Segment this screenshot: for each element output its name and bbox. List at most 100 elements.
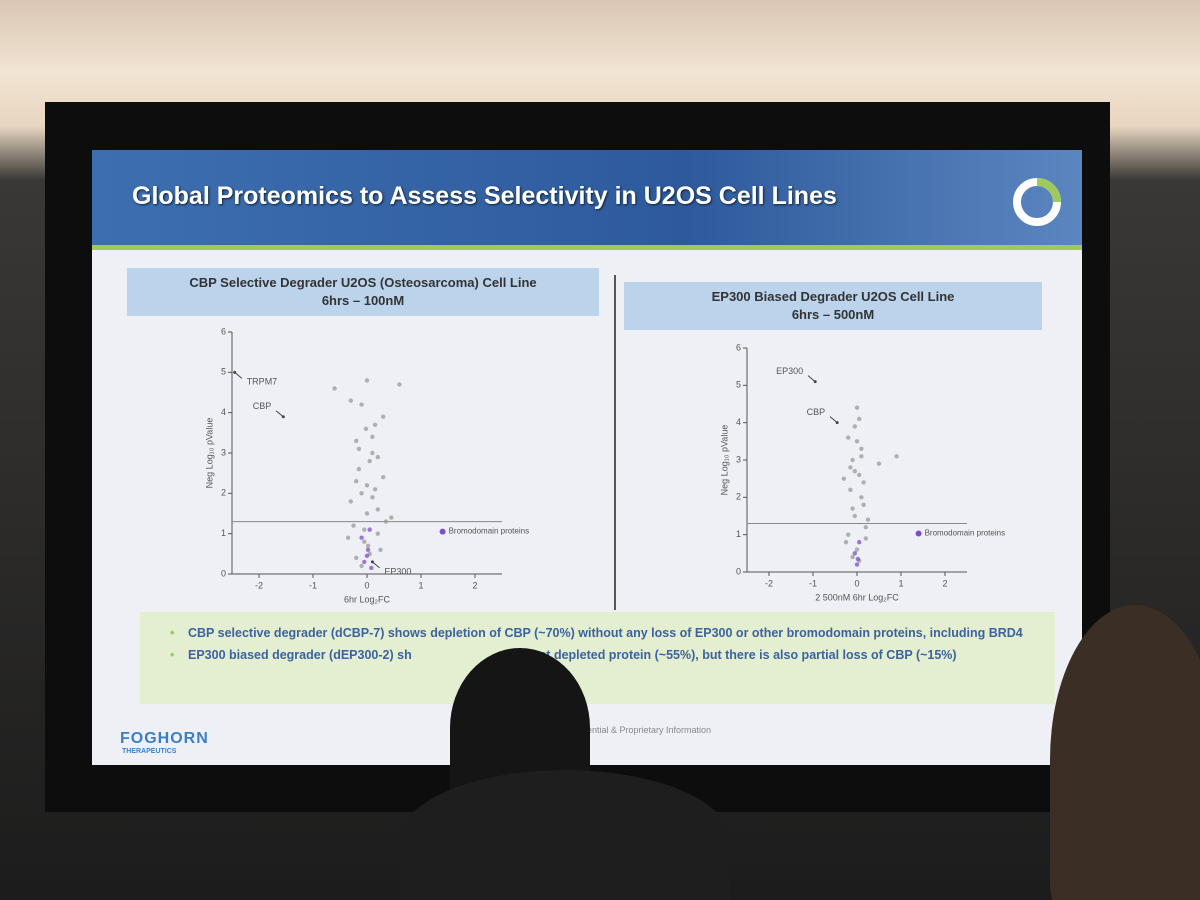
data-point (354, 479, 359, 484)
data-point (846, 532, 851, 537)
annotation-label: EP300 (776, 366, 803, 376)
data-point (863, 525, 868, 530)
data-point (852, 551, 857, 556)
data-point (850, 506, 855, 511)
data-point (354, 555, 359, 561)
annotation-label: TRPM7 (247, 377, 278, 387)
bullet-box: CBP selective degrader (dCBP-7) shows de… (140, 612, 1055, 704)
data-point (861, 502, 866, 507)
data-point (348, 499, 353, 504)
data-point (375, 454, 380, 460)
legend-swatch (439, 528, 446, 535)
annotation-point (281, 415, 285, 419)
legend-label: Bromodomain proteins (449, 527, 529, 536)
data-point (854, 439, 860, 444)
bullet-text: CBP selective degrader (dCBP-7) shows de… (188, 626, 1023, 640)
x-tick-label: 2 (472, 580, 477, 590)
audience-person (1050, 605, 1200, 900)
data-point (370, 495, 375, 500)
x-tick-label: -1 (309, 580, 317, 590)
data-point (863, 536, 868, 541)
data-point (850, 457, 855, 463)
data-point (364, 483, 370, 488)
data-point (857, 416, 862, 422)
data-point (359, 402, 364, 407)
y-tick-label: 4 (736, 417, 741, 427)
data-point (369, 565, 374, 571)
x-tick-label: 0 (364, 580, 369, 590)
annotation-leader (807, 375, 816, 382)
data-point (362, 539, 367, 544)
y-tick-label: 2 (736, 492, 741, 502)
data-point (843, 539, 849, 545)
data-point (848, 487, 853, 493)
bullet: EP300 biased degrader (dEP300-2) sh ost d… (170, 648, 1055, 662)
annotation-leader (234, 371, 243, 379)
data-point (354, 438, 359, 444)
annotation-point (813, 380, 817, 384)
data-point (372, 422, 378, 427)
x-tick-label: 2 (942, 578, 947, 588)
data-point (364, 378, 370, 383)
data-point (383, 519, 389, 524)
data-point (859, 446, 864, 451)
legend-label: Bromodomain proteins (925, 529, 1005, 538)
x-axis-label: 6hr Log₂FC (344, 594, 391, 604)
data-point (367, 527, 372, 532)
y-tick-label: 6 (736, 342, 741, 352)
data-point (359, 491, 364, 496)
data-point (859, 454, 864, 459)
x-tick-label: 0 (854, 578, 859, 588)
data-point (356, 466, 362, 472)
x-axis-label: 2 500nM 6hr Log₂FC (815, 592, 899, 602)
data-point (848, 465, 853, 470)
data-point (852, 469, 857, 474)
y-axis-label: Neg Log₁₀ pValue (719, 425, 729, 496)
divider (614, 275, 616, 610)
data-point (348, 398, 353, 403)
panel-header: CBP Selective Degrader U2OS (Osteosarcom… (127, 268, 599, 316)
data-point (362, 559, 367, 565)
data-point (375, 531, 380, 536)
y-tick-label: 2 (221, 488, 226, 498)
data-point (332, 386, 337, 391)
y-axis-label: Neg Log₁₀ pValue (204, 418, 214, 489)
data-point (362, 527, 367, 532)
bullet: CBP selective degrader (dCBP-7) shows de… (170, 626, 1055, 640)
data-point (345, 535, 351, 540)
y-tick-label: 5 (736, 380, 741, 390)
data-point (852, 424, 857, 429)
data-point (365, 547, 371, 552)
title-bar: Global Proteomics to Assess Selectivity … (92, 150, 1082, 250)
data-point (846, 435, 851, 440)
footer: ential & Proprietary Information (587, 725, 712, 735)
data-point (364, 511, 370, 516)
data-point (861, 480, 866, 485)
data-point (359, 563, 364, 569)
data-point (365, 543, 371, 548)
data-point (894, 454, 899, 459)
data-point (859, 495, 864, 500)
annotation-leader (372, 561, 380, 569)
data-point (381, 475, 386, 480)
panel-subtitle: 6hrs – 100nM (321, 293, 405, 308)
data-point (378, 547, 383, 552)
annotation-leader (275, 410, 284, 418)
data-point (857, 472, 862, 478)
data-point (370, 450, 375, 456)
slide: Global Proteomics to Assess Selectivity … (92, 150, 1082, 765)
data-point (367, 458, 372, 464)
annotation-point (835, 421, 839, 425)
panel-title: EP300 Biased Degrader U2OS Cell Line (711, 289, 955, 304)
data-point (370, 434, 375, 440)
slide-title: Global Proteomics to Assess Selectivity … (132, 182, 837, 210)
data-point (351, 523, 356, 528)
x-tick-label: 1 (418, 580, 423, 590)
x-tick-label: -2 (255, 580, 263, 590)
logo-sub: THERAPEUTICS (122, 748, 177, 755)
y-tick-label: 0 (221, 568, 226, 578)
annotation-label: CBP (807, 407, 826, 417)
annotation-point (233, 370, 237, 374)
data-point (389, 515, 394, 520)
panel-header: EP300 Biased Degrader U2OS Cell Line 6hr… (624, 282, 1042, 330)
